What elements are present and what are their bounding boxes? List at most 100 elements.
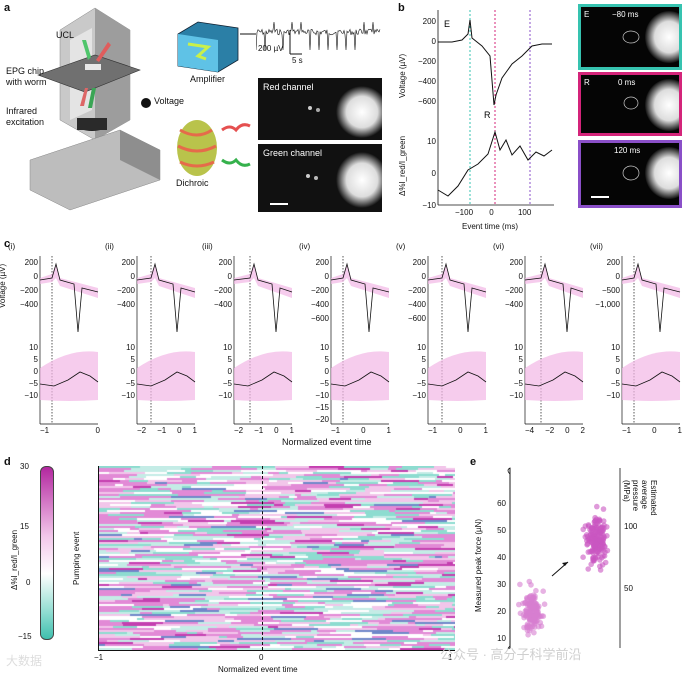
- inset-e-time: −80 ms: [612, 10, 639, 19]
- ytick: −400: [213, 300, 232, 309]
- subpanel-plot: [427, 256, 487, 425]
- ytick: −5: [222, 379, 232, 388]
- xtick: −100: [455, 208, 474, 217]
- subpanel-plot: [330, 256, 390, 425]
- subpanel-yticks-top: 200 0 −200 −400 −600: [297, 256, 329, 326]
- panel-b-xticks: −100 0 100: [455, 208, 565, 217]
- xtick: −1: [94, 653, 104, 662]
- panel-c-ylabel-top: Voltage (µV): [0, 263, 7, 308]
- colorbar-tick: −15: [18, 632, 32, 641]
- data-point: [535, 614, 542, 621]
- data-point: [522, 608, 529, 614]
- data-point: [592, 521, 599, 527]
- data-point: [541, 601, 548, 607]
- xtick: 0: [259, 653, 264, 662]
- xtick: −4: [525, 426, 535, 435]
- ytick: 0: [518, 272, 523, 281]
- voltage-trace: [256, 21, 381, 55]
- ytick: 5: [227, 355, 232, 364]
- inset-120: [578, 140, 685, 208]
- data-point: [580, 554, 586, 560]
- ytick: 50: [497, 526, 506, 535]
- ytick: −5: [319, 379, 329, 388]
- ucl-label: UCL: [56, 30, 75, 40]
- ytick: 5: [324, 355, 329, 364]
- xtick: 0: [95, 426, 100, 435]
- data-point: [591, 538, 598, 545]
- data-point: [597, 567, 604, 573]
- data-point: [531, 624, 538, 630]
- ytick: −200: [504, 286, 523, 295]
- data-point: [584, 537, 590, 544]
- epg-label-line1: EPG chip: [6, 66, 45, 76]
- ytick: 0: [130, 367, 135, 376]
- ytick: 200: [412, 258, 426, 267]
- panel-b-ylabel-top: Voltage (µV): [398, 53, 407, 98]
- xtick: −1: [428, 426, 438, 435]
- ytick: 0: [130, 272, 135, 281]
- heatmap-zero-line: [262, 466, 263, 650]
- ytick: −600: [310, 314, 329, 323]
- data-point: [598, 527, 605, 534]
- ytick: 0: [33, 272, 38, 281]
- scale-voltage: 200 µV: [258, 44, 284, 53]
- ytick: 20: [497, 607, 506, 616]
- ytick: −5: [28, 379, 38, 388]
- subpanel-xticks: −2 −1 0 1: [234, 426, 294, 435]
- data-point: [595, 554, 601, 560]
- data-point: [528, 582, 534, 588]
- panel-e-letter: e: [470, 456, 477, 468]
- ytick: 10: [417, 343, 426, 352]
- marker-e: E: [444, 19, 450, 29]
- ytick: 10: [126, 343, 135, 352]
- heatmap: [98, 466, 455, 651]
- xtick: −1: [157, 426, 167, 435]
- subpanel-plot: [136, 256, 196, 425]
- xtick: 0: [652, 426, 657, 435]
- subpanel-id: (vii): [590, 242, 603, 251]
- ytick: 10: [320, 343, 329, 352]
- colorbar-tick: 15: [20, 522, 29, 531]
- ytick-right: 100: [624, 522, 638, 531]
- ytick: −200: [417, 57, 436, 66]
- ytick: −200: [310, 286, 329, 295]
- panel-b-xlabel: Event time (ms): [462, 222, 519, 231]
- data-point: [594, 503, 600, 510]
- xtick: 1: [448, 653, 453, 662]
- data-point: [520, 600, 526, 607]
- data-point: [604, 547, 611, 554]
- subpanel-yticks-bottom: 10 5 0 −5 −10: [394, 342, 426, 402]
- ytick: 10: [223, 343, 232, 352]
- ytick: 60: [497, 499, 506, 508]
- inset-e: [578, 4, 685, 70]
- subpanel-xticks: −4 −2 0 2: [525, 426, 585, 435]
- xtick: −2: [137, 426, 147, 435]
- panel-b-yticks-top: 200 0 −200 −400 −600: [410, 12, 436, 112]
- ytick: 30: [497, 580, 506, 589]
- subpanel-yticks-top: 200 0 −200 −400: [103, 256, 135, 312]
- ytick: 40: [497, 553, 506, 562]
- data-point: [585, 566, 591, 572]
- panel-e-ylabel-right: Estimated average pressure (MPa): [622, 480, 658, 516]
- xtick: 0: [565, 426, 570, 435]
- subpanel-xticks: −1 0 1: [428, 426, 488, 435]
- data-point: [599, 539, 605, 545]
- subpanel-xticks: −1 0 1: [622, 426, 682, 435]
- ytick: −200: [116, 286, 135, 295]
- ytick: −600: [417, 97, 436, 106]
- colorbar-tick: 30: [20, 462, 29, 471]
- subpanel-plot: [39, 256, 99, 425]
- ytick: 0: [324, 367, 329, 376]
- amplifier-label: Amplifier: [190, 74, 226, 84]
- subpanel-yticks-bottom: 10 5 0 −5 −10 −15 −20: [297, 342, 329, 426]
- amplifier-icon: [177, 21, 256, 73]
- panel-c-xlabel: Normalized event time: [282, 437, 372, 447]
- xtick: −1: [40, 426, 50, 435]
- ytick: 200: [509, 258, 523, 267]
- microscope-illustration: [29, 7, 161, 211]
- xtick: −1: [331, 426, 341, 435]
- infrared-label: Infrared excitation: [6, 106, 44, 128]
- ytick: −10: [218, 391, 232, 400]
- data-point: [530, 594, 536, 600]
- ytick-right: 50: [624, 584, 633, 593]
